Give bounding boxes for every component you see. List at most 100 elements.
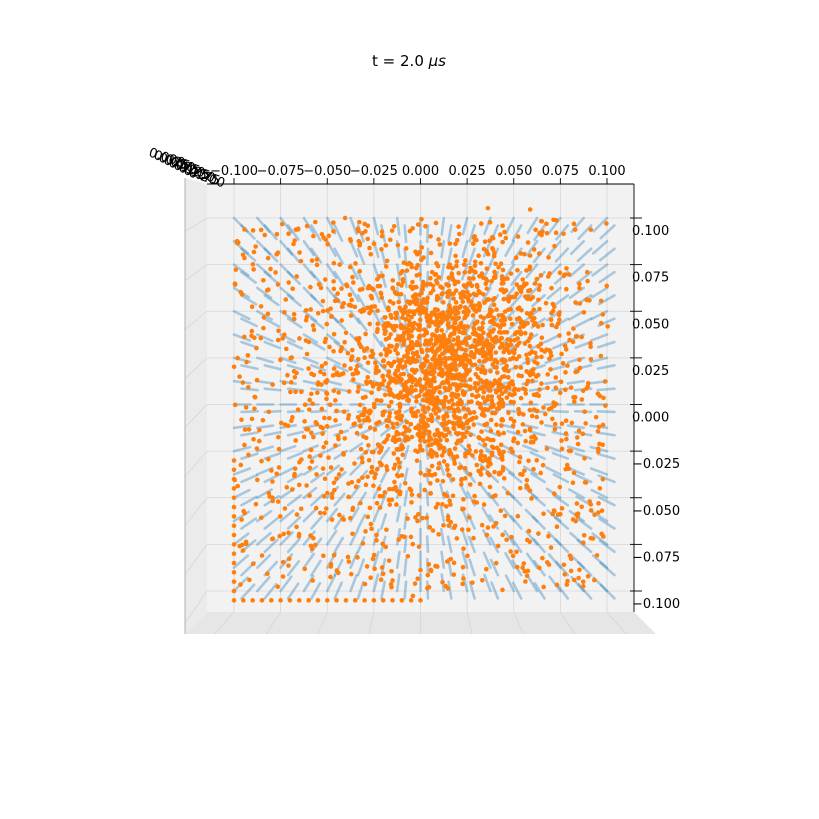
particle-1628: [269, 536, 275, 542]
particle-1139: [472, 307, 477, 313]
particle-2438: [415, 251, 421, 257]
particle-1095: [328, 465, 334, 470]
particle-2285: [388, 581, 394, 587]
particle-2362: [598, 298, 604, 304]
particle-1736: [538, 273, 544, 278]
quiver-arrow-440: [504, 216, 516, 235]
particle-1989: [400, 431, 406, 437]
particle-482: [447, 447, 452, 453]
particle-2148: [541, 511, 546, 517]
quiver-arrow-49: [263, 430, 282, 437]
particle-1600: [411, 351, 417, 357]
particle-962: [458, 464, 464, 470]
particle-261: [487, 238, 492, 243]
particle-1803: [551, 304, 557, 310]
particle-1757: [352, 421, 357, 426]
particle-2139: [407, 428, 412, 433]
particle-2084: [328, 306, 333, 311]
particle-1558: [346, 494, 351, 500]
particle-1956: [319, 406, 325, 412]
particle-2093: [289, 418, 294, 424]
particle-397: [474, 388, 480, 394]
particle-1958: [399, 472, 405, 478]
particle-2359: [340, 516, 346, 521]
quiver-arrow-450: [523, 486, 539, 500]
quiver-arrow-441: [511, 224, 523, 242]
particle-2110: [427, 399, 433, 404]
particle-1317: [452, 364, 457, 370]
particle-2133: [553, 375, 559, 380]
quiver-arrow-561: [596, 410, 616, 414]
quiver-arrow-408: [504, 574, 516, 593]
particle-2383: [265, 571, 270, 577]
particle-2443: [478, 260, 484, 266]
particle-2258: [445, 517, 451, 523]
particle-787: [345, 350, 351, 356]
quiver-arrow-161: [333, 317, 347, 331]
particle-1504: [238, 462, 244, 468]
particle-2281: [265, 311, 271, 317]
particle-2026: [592, 577, 597, 583]
particle-1525: [261, 277, 266, 283]
particle-1637: [324, 321, 330, 327]
particle-2257: [246, 427, 252, 432]
particle-1682: [326, 233, 332, 239]
particle-1577: [380, 412, 386, 418]
particle-1718: [368, 308, 374, 314]
particle-2538: [408, 598, 414, 603]
particle-2491: [499, 274, 505, 279]
particle-1629: [299, 389, 304, 395]
particle-1037: [473, 394, 479, 400]
particle-1766: [307, 407, 312, 412]
particle-1040: [401, 371, 407, 377]
particle-1772: [276, 446, 282, 452]
particle-2180: [374, 538, 379, 543]
particle-2002: [571, 221, 577, 227]
particle-691: [327, 402, 333, 408]
quiver-arrow-344: [460, 528, 469, 546]
particle-2481: [462, 270, 467, 275]
particle-2004: [460, 425, 466, 431]
particle-1162: [584, 386, 589, 391]
particle-1935: [282, 332, 287, 337]
particle-1388: [459, 477, 464, 483]
particle-2356: [577, 567, 582, 573]
particle-989: [451, 407, 457, 413]
particle-2316: [250, 561, 256, 566]
quiver-arrow-55: [263, 364, 282, 371]
particle-115: [358, 446, 364, 452]
particle-1947: [368, 575, 373, 581]
particle-1451: [480, 379, 485, 385]
quiver-arrow-191: [356, 364, 371, 374]
particle-2275: [433, 220, 439, 226]
particle-1950: [318, 453, 323, 458]
particle-501: [371, 483, 376, 489]
particle-1968: [564, 436, 569, 442]
particle-918: [323, 440, 329, 446]
particle-2504: [489, 278, 494, 284]
particle-1606: [410, 226, 415, 231]
particle-1036: [410, 376, 416, 381]
particle-880: [400, 315, 405, 320]
particle-968: [520, 277, 526, 282]
particle-1479: [527, 488, 533, 494]
particle-1826: [503, 288, 509, 293]
particle-2286: [508, 549, 513, 554]
particle-2211: [394, 488, 400, 494]
particle-2155: [485, 459, 491, 464]
particle-487: [341, 409, 347, 414]
particle-1426: [415, 449, 421, 455]
particle-1409: [432, 309, 438, 314]
particle-2440: [463, 258, 468, 263]
quiver-arrow-196: [349, 286, 360, 303]
particle-1509: [503, 235, 509, 241]
particle-1742: [598, 353, 604, 359]
particle-2066: [350, 507, 355, 513]
particle-417: [302, 419, 307, 424]
quiver-arrow-125: [310, 340, 326, 351]
particle-1714: [445, 467, 450, 472]
particle-2090: [515, 234, 521, 239]
particle-1391: [484, 286, 490, 291]
particle-2446: [515, 343, 520, 348]
particle-1882: [425, 572, 431, 578]
